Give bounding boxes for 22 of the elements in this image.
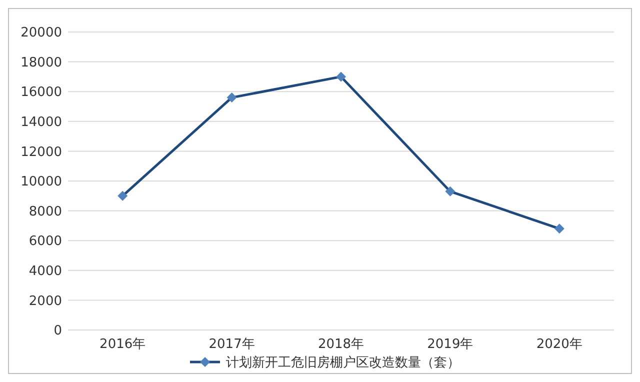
point xyxy=(118,190,128,201)
legend-label: 计划新开工危旧房棚户区改造数量（套） xyxy=(226,354,460,371)
point xyxy=(226,92,237,103)
y-tick-label: 8000 xyxy=(28,204,62,220)
y-tick-label: 20000 xyxy=(20,26,62,41)
y-tick-label: 12000 xyxy=(20,144,62,160)
x-tick-label: 2016年 xyxy=(100,337,146,352)
y-tick-label: 6000 xyxy=(28,234,62,250)
x-tick-label: 2017年 xyxy=(208,337,255,352)
y-tick-label: 0 xyxy=(54,324,62,339)
x-tick-label: 2020年 xyxy=(536,337,582,352)
y-tick-label: 14000 xyxy=(20,114,62,130)
y-tick-label: 2000 xyxy=(28,294,62,309)
y-tick-label: 4000 xyxy=(28,264,62,279)
x-tick-label: 2019年 xyxy=(427,337,474,352)
x-tick-label: 2018年 xyxy=(318,337,364,352)
point xyxy=(445,186,456,196)
y-tick-label: 16000 xyxy=(20,85,62,100)
point xyxy=(554,224,564,234)
point xyxy=(336,72,346,82)
y-tick-label: 18000 xyxy=(20,55,62,70)
y-tick-label: 10000 xyxy=(20,174,62,190)
